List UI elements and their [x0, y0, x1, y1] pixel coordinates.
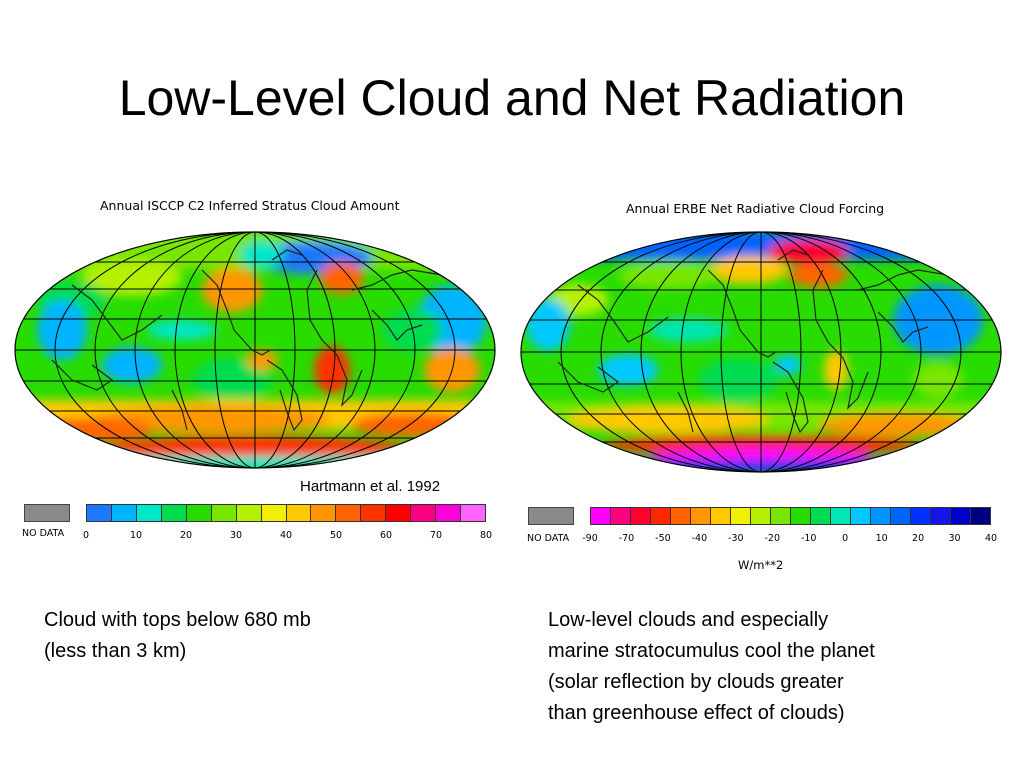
right-caption-line: than greenhouse effect of clouds)	[548, 702, 845, 724]
right-colorbar-swatch	[711, 508, 731, 524]
right-caption-line: marine stratocumulus cool the planet	[548, 640, 875, 662]
right-colorbar-tick-label: -90	[582, 533, 598, 544]
right-caption-line: Low-level clouds and especially	[548, 609, 829, 631]
left-colorbar-swatch	[111, 505, 137, 521]
right-colorbar-swatch	[971, 508, 990, 524]
right-colorbar-swatch	[611, 508, 631, 524]
left-stratus-map	[14, 231, 496, 469]
left-colorbar-swatch	[386, 505, 412, 521]
right-colorbar-swatch	[831, 508, 851, 524]
right-colorbar-tick-label: -30	[728, 533, 744, 544]
right-caption-line: (solar reflection by clouds greater	[548, 671, 844, 693]
right-colorbar-tick-label: -10	[800, 533, 817, 544]
right-colorbar-tick-label: -40	[691, 533, 708, 544]
right-colorbar-swatch	[911, 508, 931, 524]
left-colorbar-swatch	[236, 505, 262, 521]
left-nodata-label: NO DATA	[22, 528, 65, 539]
colorbar-units: W/m**2	[738, 558, 784, 572]
right-colorbar-swatch	[851, 508, 871, 524]
right-caption: Low-level clouds and especially marine s…	[548, 605, 875, 729]
left-map-title: Annual ISCCP C2 Inferred Stratus Cloud A…	[100, 198, 400, 213]
left-colorbar-swatch	[136, 505, 162, 521]
right-nodata-label: NO DATA	[527, 533, 570, 544]
left-colorbar-swatch	[87, 505, 112, 521]
right-colorbar-swatch	[771, 508, 791, 524]
left-colorbar-swatch	[361, 505, 387, 521]
right-colorbar-tick-label: -70	[618, 533, 635, 544]
left-colorbar	[86, 504, 486, 522]
slide-title: Low-Level Cloud and Net Radiation	[118, 70, 906, 126]
left-colorbar-tick-label: 80	[479, 530, 493, 541]
right-colorbar-swatch	[651, 508, 671, 524]
left-colorbar-swatch	[161, 505, 187, 521]
left-colorbar-tick-label: 0	[82, 530, 90, 541]
right-colorbar-swatch	[631, 508, 651, 524]
left-caption-line: Cloud with tops below 680 mb	[44, 609, 311, 631]
credit-citation: Hartmann et al. 1992	[300, 478, 441, 495]
right-colorbar-tick-label: -20	[764, 533, 781, 544]
left-colorbar-tick-label: 50	[329, 530, 343, 541]
right-nodata-swatch	[528, 507, 574, 525]
right-colorbar-swatch	[951, 508, 971, 524]
right-colorbar-swatch	[891, 508, 911, 524]
right-colorbar-tick-label: -50	[655, 533, 671, 544]
right-colorbar-swatch	[691, 508, 711, 524]
right-colorbar-swatch	[751, 508, 771, 524]
right-colorbar-swatch	[811, 508, 831, 524]
right-colorbar-tick-label: 30	[948, 533, 961, 544]
right-colorbar-tick-label: 10	[875, 533, 888, 544]
right-colorbar-tick-label: 20	[912, 533, 925, 544]
left-colorbar-tick-label: 20	[179, 530, 193, 541]
left-colorbar-swatch	[186, 505, 212, 521]
left-colorbar-tick-label: 10	[129, 530, 143, 541]
right-colorbar-swatch	[791, 508, 811, 524]
left-caption-line: (less than 3 km)	[44, 640, 187, 662]
left-colorbar-tick-label: 40	[279, 530, 293, 541]
right-cloud-forcing-map	[520, 231, 1002, 473]
left-colorbar-swatch	[286, 505, 312, 521]
right-colorbar-swatch	[671, 508, 691, 524]
left-colorbar-swatch	[261, 505, 287, 521]
right-colorbar-tick-label: 0	[842, 533, 849, 544]
left-colorbar-tick-label: 60	[379, 530, 393, 541]
left-nodata-swatch	[24, 504, 70, 522]
right-colorbar	[590, 507, 991, 525]
left-colorbar-swatch	[461, 505, 485, 521]
right-colorbar-tick-label: 40	[984, 533, 998, 544]
left-colorbar-swatch	[336, 505, 362, 521]
right-colorbar-swatch	[731, 508, 751, 524]
right-map-title: Annual ERBE Net Radiative Cloud Forcing	[626, 201, 885, 216]
left-colorbar-tick-label: 30	[229, 530, 243, 541]
left-colorbar-swatch	[411, 505, 437, 521]
left-caption: Cloud with tops below 680 mb (less than …	[44, 605, 311, 667]
right-colorbar-swatch	[931, 508, 951, 524]
left-colorbar-swatch	[211, 505, 237, 521]
left-colorbar-tick-label: 70	[429, 530, 443, 541]
left-colorbar-swatch	[436, 505, 462, 521]
right-colorbar-swatch	[591, 508, 611, 524]
right-colorbar-swatch	[871, 508, 891, 524]
left-colorbar-swatch	[311, 505, 337, 521]
